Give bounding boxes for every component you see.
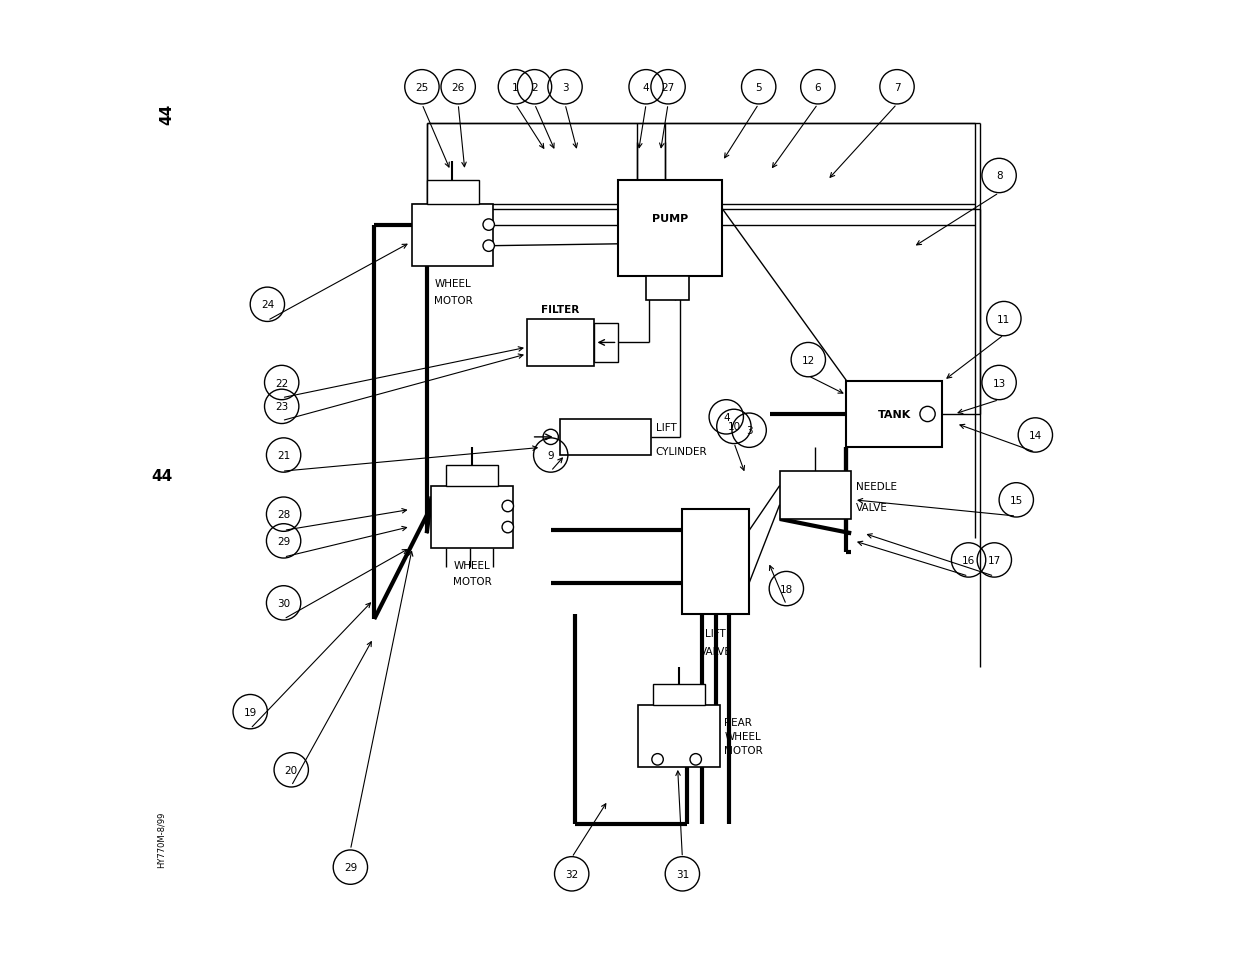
FancyBboxPatch shape — [638, 705, 720, 767]
Text: 24: 24 — [261, 300, 274, 310]
Text: 31: 31 — [676, 869, 689, 879]
Text: 19: 19 — [243, 707, 257, 717]
Text: 10: 10 — [727, 422, 741, 432]
Text: 20: 20 — [285, 765, 298, 775]
Text: 15: 15 — [1010, 496, 1023, 505]
Text: 23: 23 — [275, 402, 288, 412]
Text: 28: 28 — [277, 510, 290, 519]
Text: 3: 3 — [562, 83, 568, 92]
Circle shape — [483, 241, 494, 253]
Text: 44: 44 — [159, 104, 174, 125]
Text: 21: 21 — [277, 451, 290, 460]
Text: 9: 9 — [547, 451, 555, 460]
Text: MOTOR: MOTOR — [725, 745, 763, 756]
FancyBboxPatch shape — [561, 419, 651, 456]
Text: 5: 5 — [756, 83, 762, 92]
Text: VALVE: VALVE — [700, 646, 731, 656]
Text: NEEDLE: NEEDLE — [856, 481, 897, 491]
Text: 3: 3 — [746, 426, 752, 436]
Text: REAR: REAR — [725, 717, 752, 727]
Text: 16: 16 — [962, 556, 976, 565]
Circle shape — [690, 754, 701, 765]
Text: 12: 12 — [802, 355, 815, 365]
Text: 18: 18 — [779, 584, 793, 594]
Text: MOTOR: MOTOR — [433, 295, 472, 305]
Text: 14: 14 — [1029, 431, 1042, 440]
Circle shape — [652, 754, 663, 765]
Text: 22: 22 — [275, 378, 288, 388]
Text: FILTER: FILTER — [541, 305, 579, 314]
Text: WHEEL: WHEEL — [725, 731, 761, 741]
Text: VALVE: VALVE — [856, 502, 888, 512]
Text: 8: 8 — [995, 172, 1003, 181]
FancyBboxPatch shape — [779, 472, 851, 519]
Text: 11: 11 — [997, 314, 1010, 324]
Text: 44: 44 — [151, 469, 172, 484]
Text: 27: 27 — [662, 83, 674, 92]
Text: 30: 30 — [277, 598, 290, 608]
Text: 32: 32 — [566, 869, 578, 879]
Text: 4: 4 — [642, 83, 650, 92]
FancyBboxPatch shape — [653, 684, 705, 705]
Text: TANK: TANK — [878, 410, 910, 419]
FancyBboxPatch shape — [412, 205, 494, 267]
FancyBboxPatch shape — [431, 486, 513, 548]
Text: WHEEL: WHEEL — [453, 560, 490, 570]
Text: 2: 2 — [531, 83, 537, 92]
Text: 29: 29 — [343, 862, 357, 872]
Text: 26: 26 — [452, 83, 464, 92]
FancyBboxPatch shape — [427, 181, 479, 205]
Text: 6: 6 — [815, 83, 821, 92]
Text: LIFT: LIFT — [705, 629, 726, 639]
Text: 29: 29 — [277, 537, 290, 546]
Text: 17: 17 — [988, 556, 1000, 565]
Text: CYLINDER: CYLINDER — [656, 447, 708, 456]
FancyBboxPatch shape — [646, 276, 689, 300]
Circle shape — [503, 522, 514, 534]
Text: 7: 7 — [894, 83, 900, 92]
Text: PUMP: PUMP — [652, 214, 688, 224]
FancyBboxPatch shape — [618, 181, 722, 276]
FancyBboxPatch shape — [446, 465, 498, 486]
Circle shape — [483, 219, 494, 231]
Text: 1: 1 — [513, 83, 519, 92]
Text: LIFT: LIFT — [656, 423, 677, 433]
FancyBboxPatch shape — [594, 324, 618, 362]
FancyBboxPatch shape — [527, 319, 594, 367]
Text: 13: 13 — [993, 378, 1005, 388]
Text: HY770M-8/99: HY770M-8/99 — [157, 810, 165, 867]
Text: WHEEL: WHEEL — [435, 279, 472, 289]
FancyBboxPatch shape — [846, 381, 942, 448]
Circle shape — [503, 500, 514, 512]
Text: MOTOR: MOTOR — [453, 577, 492, 586]
Text: 25: 25 — [415, 83, 429, 92]
FancyBboxPatch shape — [683, 510, 750, 615]
Text: 4: 4 — [722, 413, 730, 422]
